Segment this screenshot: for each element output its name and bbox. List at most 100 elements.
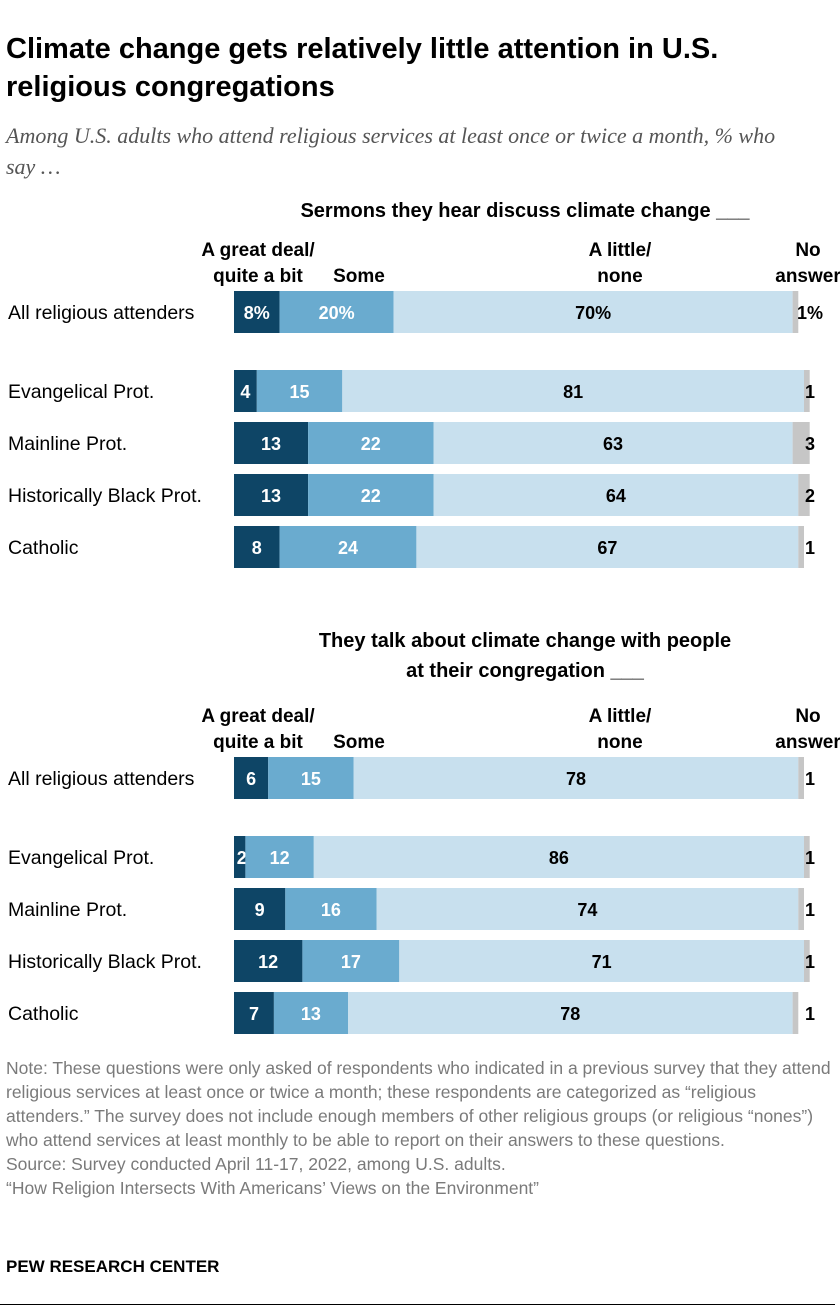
stacked-bar-charts: Sermons they hear discuss climate change… [8,200,840,1034]
column-header-great-deal: A great deal/ [201,706,315,727]
category-label: Historically Black Prot. [8,951,202,973]
bar-segment-great-deal [234,888,286,930]
data-label-great-deal: 7 [249,1004,259,1024]
bar-segment-little [433,474,799,516]
category-label: Catholic [8,537,79,559]
column-header-no-answer: answer [775,732,840,753]
bar-segment-little [376,888,799,930]
data-label-great-deal: 12 [258,952,278,972]
bar-segment-no-answer [798,888,804,930]
data-label-some: 24 [338,538,358,558]
data-label-some: 15 [290,382,310,402]
data-label-little: 81 [563,382,583,402]
panel-title-2-line-1: They talk about climate change with peop… [319,630,731,652]
data-label-little: 64 [606,486,626,506]
bar-segment-little [348,992,793,1034]
bar-segment-little [393,291,793,333]
source-text: Source: Survey conducted April 11-17, 20… [6,1154,506,1174]
bar-segment-some [245,836,314,878]
bar-segment-great-deal [234,992,274,1034]
bar-segment-some [285,888,377,930]
bar-segment-great-deal [234,836,246,878]
column-header-little: none [597,266,642,287]
data-label-no-answer: 1% [797,303,823,323]
report-title: “How Religion Intersects With Americans’… [6,1178,539,1198]
category-label: Evangelical Prot. [8,381,154,403]
bar-segment-some [256,370,343,412]
bar-segment-no-answer [804,940,810,982]
data-label-little: 63 [603,434,623,454]
data-label-great-deal: 2 [237,848,247,868]
bar-segment-some [273,992,348,1034]
data-label-little: 78 [560,1004,580,1024]
data-label-some: 22 [361,434,381,454]
data-label-little: 78 [566,769,586,789]
bar-segment-no-answer [804,370,810,412]
column-header-little: none [597,732,642,753]
bar-segment-some [268,757,354,799]
pew-research-center-logo: PEW RESEARCH CENTER [6,1257,220,1276]
panel-title-2-line-2: at their congregation ___ [406,660,645,682]
data-label-great-deal: 13 [261,434,281,454]
bar-segment-little [313,836,804,878]
bar-segment-great-deal [234,526,280,568]
category-label: Historically Black Prot. [8,485,202,507]
category-label: Mainline Prot. [8,433,127,455]
chart-subtitle: Among U.S. adults who attend religious s… [6,123,776,179]
column-header-some: Some [333,266,385,287]
data-label-great-deal: 6 [246,769,256,789]
column-header-no-answer: answer [775,266,840,287]
column-header-great-deal: quite a bit [213,266,303,287]
notes-block: Note: These questions were only asked of… [6,1056,831,1200]
data-label-some: 12 [270,848,290,868]
data-label-some: 20% [319,303,355,323]
data-label-some: 16 [321,900,341,920]
data-label-great-deal: 13 [261,486,281,506]
column-header-some: Some [333,732,385,753]
bar-segment-no-answer [792,992,799,1034]
column-header-little: A little/ [589,706,652,727]
bar-segment-no-answer [792,422,810,464]
bar-segment-great-deal [234,940,303,982]
bar-segment-some [279,526,417,568]
data-label-no-answer: 1 [805,1004,815,1024]
bar-segment-little [433,422,793,464]
bar-segment-great-deal [234,291,280,333]
data-label-no-answer: 2 [805,486,815,506]
category-label: Catholic [8,1003,79,1025]
bar-segment-great-deal [234,370,257,412]
bar-segment-some [279,291,394,333]
bar-segment-some [302,940,400,982]
category-label: Evangelical Prot. [8,847,154,869]
bar-segment-little [416,526,799,568]
data-label-great-deal: 8% [244,303,270,323]
data-label-some: 13 [301,1004,321,1024]
category-label: All religious attenders [8,768,195,790]
column-header-little: A little/ [589,240,652,261]
data-label-little: 86 [549,848,569,868]
bar-segment-little [342,370,804,412]
bar-segment-no-answer [804,836,810,878]
data-label-little: 70% [575,303,611,323]
data-label-little: 74 [577,900,597,920]
data-label-no-answer: 1 [805,538,815,558]
data-label-great-deal: 8 [252,538,262,558]
bar-segment-great-deal [234,474,309,516]
category-label: Mainline Prot. [8,899,127,921]
data-label-little: 67 [597,538,617,558]
data-label-no-answer: 1 [805,952,815,972]
data-label-great-deal: 9 [255,900,265,920]
category-label: All religious attenders [8,302,195,324]
bar-segment-great-deal [234,422,309,464]
data-label-no-answer: 1 [805,900,815,920]
bar-segment-no-answer [798,474,810,516]
note-text: Note: These questions were only asked of… [6,1058,831,1150]
data-label-some: 15 [301,769,321,789]
chart-title: Climate change gets relatively little at… [6,33,719,103]
data-label-no-answer: 1 [805,848,815,868]
column-header-great-deal: quite a bit [213,732,303,753]
data-label-no-answer: 1 [805,382,815,402]
data-label-great-deal: 4 [240,382,250,402]
column-header-no-answer: No [795,240,820,261]
data-label-some: 17 [341,952,361,972]
